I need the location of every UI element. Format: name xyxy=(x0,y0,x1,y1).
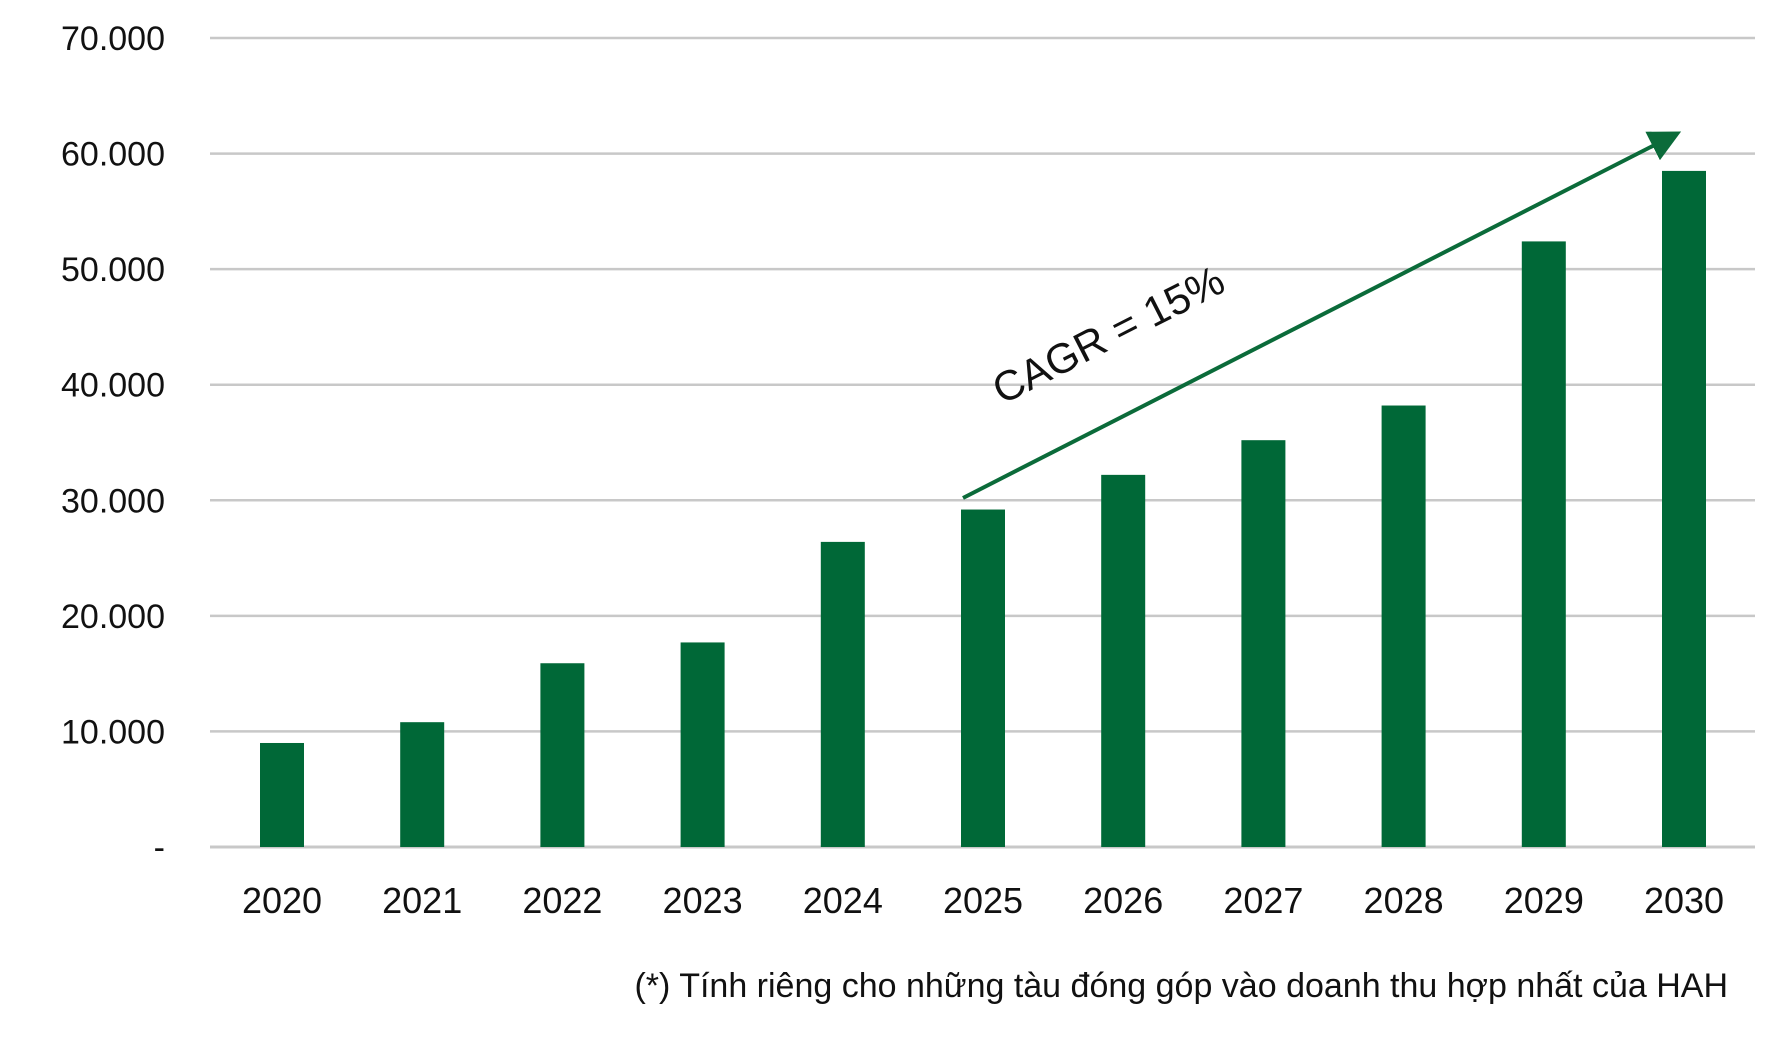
cagr-annotation: CAGR = 15% xyxy=(962,131,1682,500)
bar-2024 xyxy=(820,541,865,847)
bar-2029 xyxy=(1521,241,1566,848)
bar-2023 xyxy=(680,642,725,847)
y-tick-label: 10.000 xyxy=(61,713,165,751)
y-axis-ticks: - 10.000 20.000 30.000 40.000 50.000 60.000 70.… xyxy=(61,20,165,867)
x-tick-label: 2022 xyxy=(522,880,602,921)
x-tick-label: 2030 xyxy=(1644,880,1724,921)
bar-2025 xyxy=(961,509,1005,847)
y-tick-label: 60.000 xyxy=(61,136,165,174)
cagr-label: CAGR = 15% xyxy=(985,256,1232,413)
y-tick-label: 70.000 xyxy=(61,20,165,58)
y-tick-label: 50.000 xyxy=(61,251,165,289)
bar-2027 xyxy=(1241,440,1286,847)
x-tick-label: 2028 xyxy=(1364,880,1444,921)
bar-2026 xyxy=(1101,474,1146,847)
bar-2030 xyxy=(1662,170,1706,847)
x-tick-label: 2026 xyxy=(1083,880,1163,921)
x-tick-label: 2023 xyxy=(663,880,743,921)
bar-2020 xyxy=(260,742,304,847)
footnote: (*) Tính riêng cho những tàu đóng góp và… xyxy=(634,967,1728,1005)
bar-2022 xyxy=(540,663,585,847)
x-tick-label: 2021 xyxy=(382,880,462,921)
x-tick-label: 2027 xyxy=(1223,880,1303,921)
y-tick-label: 30.000 xyxy=(61,482,165,520)
y-tick-label: 40.000 xyxy=(61,367,165,405)
x-tick-label: 2025 xyxy=(943,880,1023,921)
x-tick-label: 2029 xyxy=(1504,880,1584,921)
x-axis-ticks: 2020 2021 2022 2023 2024 2025 2026 2027 2028 2029… xyxy=(242,880,1724,921)
cagr-arrow xyxy=(962,131,1682,500)
y-tick-label: - xyxy=(154,829,165,867)
y-tick-label: 20.000 xyxy=(61,598,165,636)
bars xyxy=(260,170,1706,848)
x-tick-label: 2024 xyxy=(803,880,883,921)
bar-2028 xyxy=(1381,405,1426,847)
bar-2021 xyxy=(400,722,445,847)
gridlines xyxy=(210,36,1755,849)
x-tick-label: 2020 xyxy=(242,880,322,921)
